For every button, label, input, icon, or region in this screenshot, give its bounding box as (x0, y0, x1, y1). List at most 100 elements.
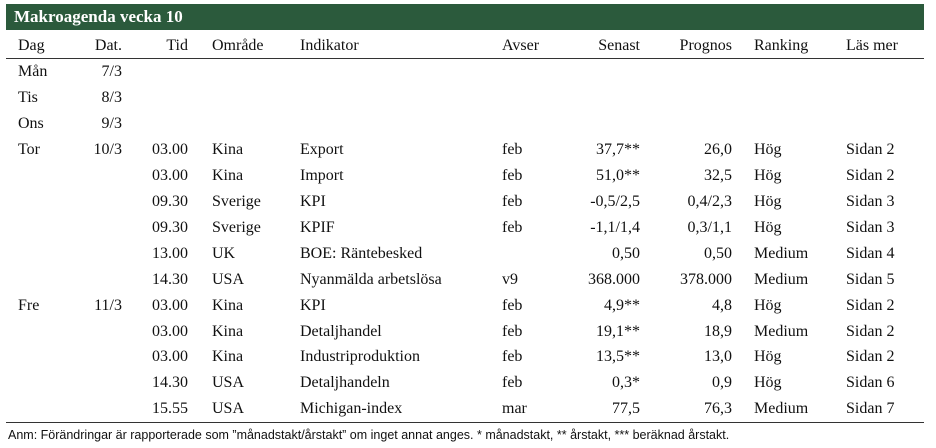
time-cell: 14.30 (152, 374, 188, 392)
period-cell: feb (502, 218, 523, 236)
read-more-cell: Sidan 2 (846, 348, 895, 366)
area-cell: Kina (212, 296, 244, 314)
read-more-cell: Sidan 2 (846, 322, 895, 340)
forecast-cell: 32,5 (704, 166, 732, 184)
forecast-cell: 26,0 (704, 140, 732, 158)
period-cell: v9 (502, 270, 518, 288)
area-cell: Kina (212, 140, 244, 158)
period-cell: feb (502, 192, 523, 210)
column-header: Prognos (679, 37, 732, 54)
forecast-cell: 0,4/2,3 (687, 192, 732, 210)
read-more-cell: Sidan 7 (846, 400, 895, 418)
forecast-cell: 76,3 (704, 400, 732, 418)
date-cell: 10/3 (93, 140, 122, 158)
indicator-cell: Import (300, 166, 344, 184)
time-cell: 15.55 (152, 400, 188, 418)
time-cell: 13.00 (152, 244, 188, 262)
forecast-cell: 0,3/1,1 (687, 218, 732, 236)
latest-cell: 51,0** (596, 166, 640, 184)
area-cell: Sverige (212, 192, 261, 210)
indicator-cell: BOE: Räntebesked (300, 244, 423, 262)
day-cell: Tis (18, 88, 38, 106)
column-header: Ranking (754, 37, 809, 54)
area-cell: UK (212, 244, 236, 262)
time-cell: 03.00 (152, 348, 188, 366)
ranking-cell: Hög (754, 166, 782, 184)
bottom-rule (6, 422, 924, 423)
latest-cell: 13,5** (596, 348, 640, 366)
date-cell: 8/3 (101, 88, 122, 106)
latest-cell: 368.000 (588, 270, 640, 288)
read-more-cell: Sidan 3 (846, 218, 895, 236)
forecast-cell: 0,9 (712, 374, 732, 392)
area-cell: Kina (212, 166, 244, 184)
area-cell: USA (212, 400, 245, 418)
column-header: Indikator (300, 37, 359, 54)
ranking-cell: Medium (754, 322, 809, 340)
read-more-cell: Sidan 6 (846, 374, 895, 392)
ranking-cell: Hög (754, 374, 782, 392)
indicator-cell: Detaljhandel (300, 322, 382, 340)
time-cell: 03.00 (152, 296, 188, 314)
read-more-cell: Sidan 4 (846, 244, 895, 262)
column-header: Dat. (94, 37, 122, 54)
latest-cell: -1,1/1,4 (590, 218, 640, 236)
header-rule (6, 58, 924, 59)
area-cell: Sverige (212, 218, 261, 236)
day-cell: Tor (18, 140, 40, 158)
read-more-cell: Sidan 2 (846, 140, 895, 158)
period-cell: mar (502, 400, 527, 418)
area-cell: Kina (212, 348, 244, 366)
period-cell: feb (502, 322, 523, 340)
day-cell: Fre (18, 296, 40, 314)
title: Makroagenda vecka 10 (14, 7, 183, 26)
read-more-cell: Sidan 2 (846, 296, 895, 314)
indicator-cell: Industriproduktion (300, 348, 420, 366)
ranking-cell: Hög (754, 218, 782, 236)
footnote: Anm: Förändringar är rapporterade som ”m… (8, 428, 730, 442)
period-cell: feb (502, 296, 523, 314)
ranking-cell: Medium (754, 400, 809, 418)
column-header: Avser (502, 37, 540, 54)
period-cell: feb (502, 374, 523, 392)
indicator-cell: KPI (300, 296, 326, 314)
title-bar: Makroagenda vecka 10 (6, 4, 924, 30)
period-cell: feb (502, 140, 523, 158)
column-header: Läs mer (846, 37, 898, 54)
latest-cell: 37,7** (596, 140, 640, 158)
date-cell: 7/3 (101, 63, 122, 80)
indicator-cell: Export (300, 140, 344, 158)
column-header: Senast (598, 37, 640, 54)
read-more-cell: Sidan 2 (846, 166, 895, 184)
time-cell: 03.00 (152, 140, 188, 158)
area-cell: USA (212, 270, 245, 288)
forecast-cell: 378.000 (680, 270, 732, 288)
area-cell: USA (212, 374, 245, 392)
column-header: Område (212, 37, 264, 54)
indicator-cell: KPIF (300, 218, 335, 236)
date-cell: 11/3 (94, 296, 122, 314)
time-cell: 03.00 (152, 166, 188, 184)
latest-cell: 0,3* (612, 374, 640, 392)
day-cell: Ons (18, 114, 44, 132)
latest-cell: -0,5/2,5 (590, 192, 640, 210)
latest-cell: 19,1** (596, 322, 640, 340)
time-cell: 14.30 (152, 270, 188, 288)
latest-cell: 77,5 (612, 400, 640, 418)
column-header: Dag (18, 37, 45, 54)
forecast-cell: 13,0 (704, 348, 732, 366)
ranking-cell: Hög (754, 192, 782, 210)
ranking-cell: Medium (754, 270, 809, 288)
day-cell: Mån (18, 63, 48, 80)
latest-cell: 0,50 (612, 244, 640, 262)
time-cell: 09.30 (152, 192, 188, 210)
read-more-cell: Sidan 5 (846, 270, 895, 288)
indicator-cell: KPI (300, 192, 326, 210)
indicator-cell: Detaljhandeln (300, 374, 390, 392)
read-more-cell: Sidan 3 (846, 192, 895, 210)
period-cell: feb (502, 166, 523, 184)
forecast-cell: 0,50 (704, 244, 732, 262)
time-cell: 03.00 (152, 322, 188, 340)
indicator-cell: Nyanmälda arbetslösa (300, 270, 442, 288)
